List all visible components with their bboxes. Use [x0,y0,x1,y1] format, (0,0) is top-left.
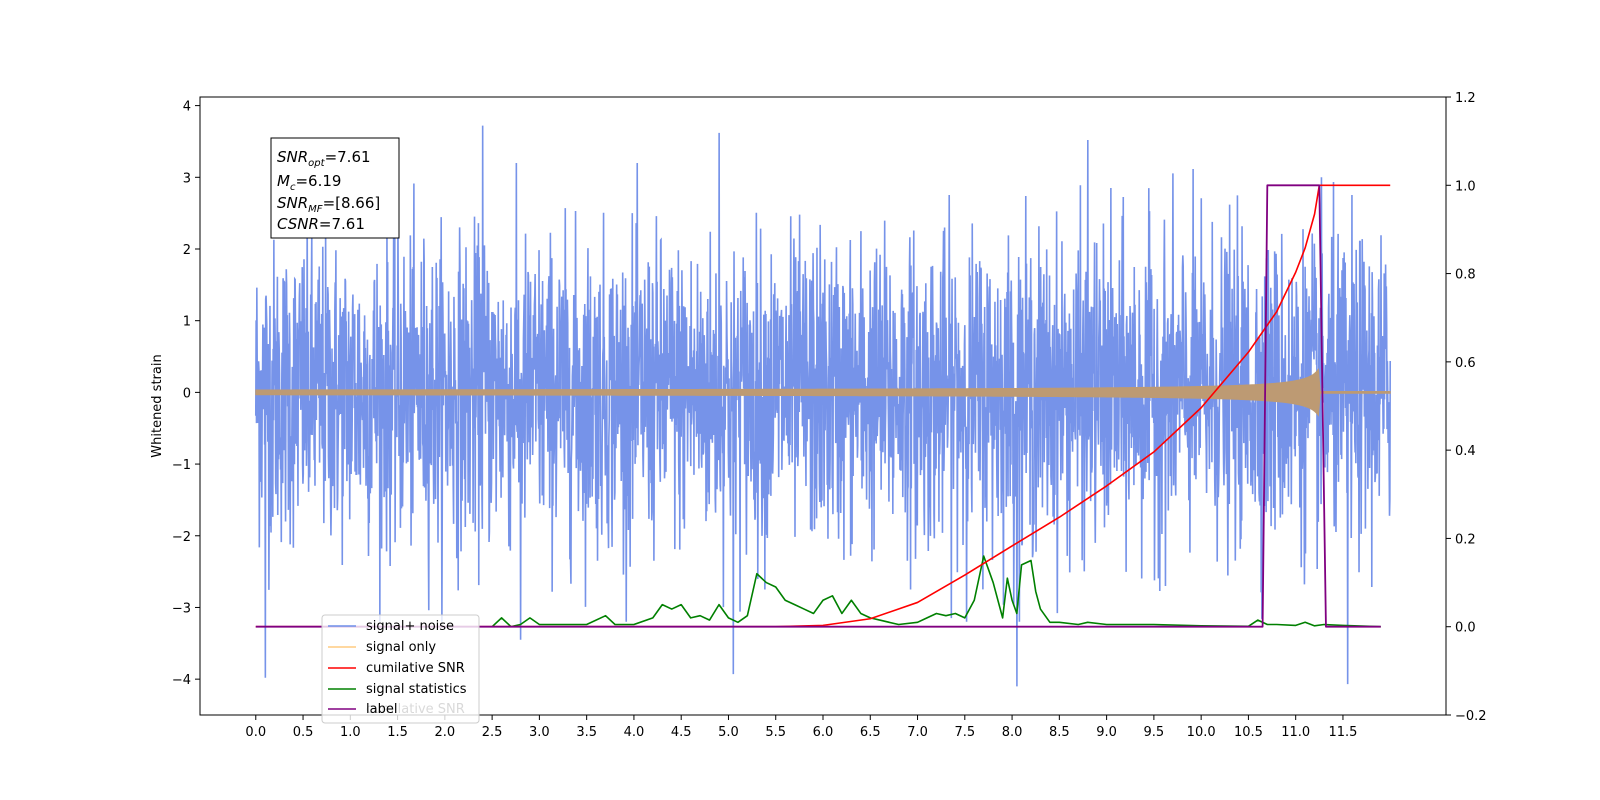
x-tick-label: 5.5 [765,725,786,740]
x-tick-label: 9.0 [1096,725,1117,740]
y-left-tick-label: −3 [172,601,191,616]
y-left-tick-label: 0 [183,386,191,401]
series-cumilative-snr [255,184,1391,628]
cumilative-snr-line [255,184,1391,628]
annotation-snr-opt: SNRopt=7.61 [277,148,371,169]
series-signal-statistics [491,555,1381,628]
y-axis-right: 1.2 1.0 0.8 0.6 0.4 0.2 0.0 −0.2 [1446,91,1487,724]
legend-label: label [366,702,397,717]
x-tick-label: 7.0 [907,725,928,740]
x-tick-label: 4.5 [671,725,692,740]
label-line [255,184,1381,628]
y-right-tick-label: 0.2 [1455,532,1476,547]
y-left-tick-label: 1 [183,315,191,330]
x-tick-label: 3.0 [529,725,550,740]
series-label [255,184,1381,628]
y-axis-left: 4 3 2 1 0 −1 −2 −3 −4 [172,100,200,688]
legend-label: cumilative SNR [366,661,465,676]
annotation-snr-mf: SNRMF=[8.66] [277,194,380,215]
y-left-tick-label: −1 [172,458,191,473]
x-tick-label: 2.0 [435,725,456,740]
y-right-tick-label: 0.8 [1455,268,1476,283]
x-tick-label: 1.0 [340,725,361,740]
x-tick-label: 5.0 [718,725,739,740]
x-tick-label: 8.5 [1049,725,1070,740]
annotation-mc: Mc=6.19 [277,172,341,193]
y-right-tick-label: 0.6 [1455,356,1476,371]
x-tick-label: 10.5 [1234,725,1263,740]
x-tick-label: 1.5 [387,725,408,740]
annotation-csnr: CSNR=7.61 [277,215,365,233]
legend-ghost-text: cumilative SNR [366,702,465,717]
x-tick-label: 11.5 [1328,725,1357,740]
x-tick-label: 7.5 [954,725,975,740]
stats-annotation: SNRopt=7.61 Mc=6.19 SNRMF=[8.66] CSNR=7.… [270,137,400,239]
x-tick-label: 6.0 [813,725,834,740]
legend-label: signal+ noise [366,619,454,634]
x-tick-label: 0.0 [245,725,266,740]
legend-label: signal only [366,640,436,655]
signal-noise-line [254,125,1392,687]
x-tick-label: 9.5 [1144,725,1165,740]
x-tick-label: 2.5 [482,725,503,740]
x-tick-label: 6.5 [860,725,881,740]
x-tick-label: 10.0 [1187,725,1216,740]
signal-statistics-line [491,555,1381,628]
x-tick-label: 0.5 [293,725,314,740]
x-tick-label: 8.0 [1002,725,1023,740]
y-left-tick-label: 2 [183,243,191,258]
plot-area [254,125,1392,687]
x-axis: 0.0 0.5 1.0 1.5 2.0 2.5 3.0 3.5 4.0 4.5 5.0 5.5 6.0 6… [245,715,1357,740]
series-signal-noise [254,125,1392,687]
x-tick-label: 3.5 [576,725,597,740]
y-left-tick-label: 3 [183,171,191,186]
y-axis-label: Whitened strain [150,354,165,457]
signal-only-envelope [255,368,1391,417]
y-right-tick-label: 0.4 [1455,444,1476,459]
x-tick-label: 4.0 [624,725,645,740]
y-right-tick-label: 1.0 [1455,179,1476,194]
y-left-tick-label: 4 [183,100,191,115]
legend-label: signal statistics [366,682,467,697]
series-signal-only [255,368,1391,417]
y-left-tick-label: −4 [172,673,191,688]
y-right-tick-label: −0.2 [1455,709,1487,724]
x-tick-label: 11.0 [1281,725,1310,740]
y-right-tick-label: 1.2 [1455,91,1476,106]
y-right-tick-label: 0.0 [1455,621,1476,636]
legend: cumilative SNR signal+ noise signal only c… [321,614,480,724]
y-left-tick-label: −2 [172,530,191,545]
